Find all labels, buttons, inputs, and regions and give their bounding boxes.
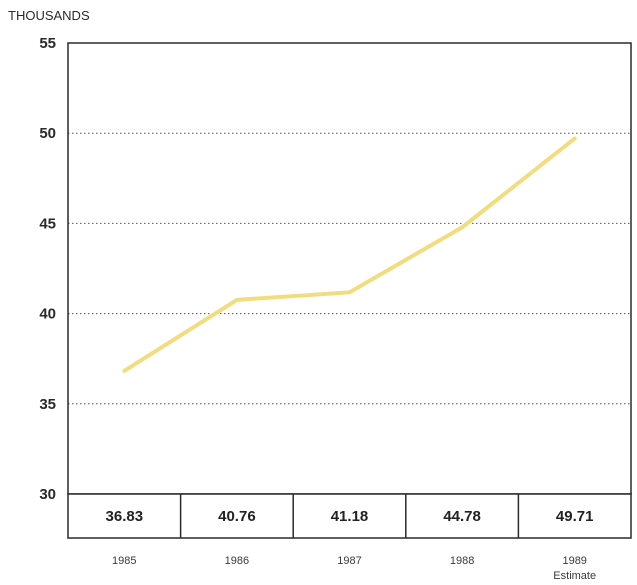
x-tick-label: 1985 bbox=[112, 555, 136, 567]
x-tick-sublabel: Estimate bbox=[553, 570, 596, 582]
grid-lines bbox=[68, 132, 631, 405]
y-tick-label: 30 bbox=[39, 486, 56, 503]
series-line bbox=[122, 136, 577, 373]
y-axis-ticks: 30 35 40 45 50 55 bbox=[39, 35, 56, 503]
value-table-frame bbox=[67, 493, 632, 539]
x-tick-label: 1988 bbox=[450, 555, 474, 567]
x-tick-label: 1986 bbox=[225, 555, 249, 567]
data-value-label: 36.83 bbox=[106, 508, 144, 525]
y-tick-label: 50 bbox=[39, 125, 56, 142]
y-tick-label: 35 bbox=[39, 396, 56, 413]
data-value-label: 40.76 bbox=[218, 508, 256, 525]
y-tick-label: 45 bbox=[39, 215, 56, 232]
unit-label: THOUSANDS bbox=[8, 8, 90, 23]
data-value-label: 41.18 bbox=[331, 508, 369, 525]
x-axis-ticks: 1985 1986 1987 1988 1989 Estimate bbox=[112, 555, 596, 582]
x-tick-label: 1989 bbox=[562, 555, 586, 567]
y-tick-label: 40 bbox=[39, 306, 56, 323]
data-value-label: 49.71 bbox=[556, 508, 594, 525]
y-tick-label: 55 bbox=[39, 35, 56, 52]
value-table: 36.83 40.76 41.18 44.78 49.71 bbox=[67, 493, 632, 539]
x-tick-label: 1987 bbox=[337, 555, 361, 567]
plot-frame bbox=[67, 42, 632, 495]
data-value-label: 44.78 bbox=[443, 508, 481, 525]
